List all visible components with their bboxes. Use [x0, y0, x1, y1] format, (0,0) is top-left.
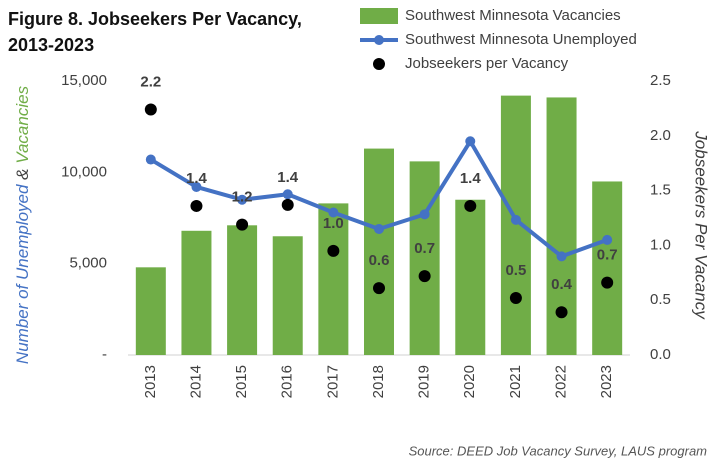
- y-tick-label: -: [102, 346, 107, 363]
- y-axis-title-part: Vacancies: [13, 85, 32, 163]
- data-label: 1.4: [186, 170, 208, 187]
- line-marker: [374, 223, 384, 234]
- y2-tick-label: 2.0: [650, 127, 671, 144]
- line-marker: [328, 207, 339, 218]
- bar: [364, 148, 394, 355]
- bar: [592, 181, 623, 355]
- line-marker: [282, 189, 293, 200]
- bar: [181, 230, 212, 355]
- point: [555, 306, 568, 319]
- data-label: 1.2: [232, 189, 253, 206]
- x-tick-label: 2013: [142, 365, 159, 398]
- line-marker: [419, 209, 430, 220]
- y2-tick-label: 0.0: [650, 346, 671, 363]
- legend-swatch: [373, 58, 385, 70]
- y-axis-title-part: &: [13, 168, 32, 179]
- y2-tick-label: 2.5: [650, 72, 671, 89]
- y2-tick-label: 0.5: [650, 291, 671, 308]
- data-label: 0.5: [505, 262, 526, 279]
- bar: [455, 199, 486, 355]
- point: [144, 103, 157, 116]
- line-marker: [191, 181, 202, 192]
- point: [190, 199, 203, 212]
- line-marker: [510, 214, 521, 225]
- legend-label: Southwest Minnesota Vacancies: [405, 7, 621, 24]
- bar: [227, 225, 258, 355]
- x-tick-label: 2017: [324, 365, 341, 398]
- point: [601, 276, 614, 289]
- chart-title: 2013-2023: [8, 35, 94, 55]
- data-label: 1.4: [277, 169, 299, 186]
- y-axis-title: Number of Unemployed & Vacancies: [13, 85, 32, 364]
- bar: [500, 95, 531, 355]
- data-label: 1.4: [460, 170, 482, 187]
- line-marker: [465, 136, 476, 147]
- x-tick-label: 2023: [598, 365, 615, 398]
- y2-axis-title: Jobseekers Per Vacancy: [692, 130, 711, 320]
- y-tick-label: 15,000: [61, 72, 107, 89]
- line-marker: [556, 251, 567, 262]
- bar: [318, 203, 349, 355]
- y-axis-title-part: Number of Unemployed: [13, 184, 32, 364]
- point: [327, 244, 340, 257]
- bar: [409, 161, 440, 355]
- source: Source: DEED Job Vacancy Survey, LAUS pr…: [409, 443, 708, 458]
- x-tick-label: 2021: [507, 365, 524, 398]
- data-label: 0.7: [597, 247, 618, 264]
- x-tick-label: 2015: [233, 365, 250, 398]
- point: [509, 292, 522, 305]
- data-label: 2.2: [140, 73, 161, 90]
- x-tick-label: 2020: [461, 365, 478, 398]
- chart-title: Figure 8. Jobseekers Per Vacancy,: [8, 9, 302, 29]
- legend-label: Southwest Minnesota Unemployed: [405, 31, 637, 48]
- bar: [135, 267, 166, 355]
- bar: [272, 236, 303, 355]
- data-label: 0.7: [414, 240, 435, 257]
- point: [373, 282, 385, 295]
- line-marker: [602, 234, 613, 245]
- point: [281, 198, 294, 211]
- legend-swatch: [374, 35, 384, 45]
- point: [418, 270, 431, 283]
- x-tick-label: 2014: [187, 365, 204, 398]
- y-tick-label: 10,000: [61, 163, 107, 180]
- legend-label: Jobseekers per Vacancy: [405, 55, 569, 72]
- x-tick-label: 2019: [416, 365, 433, 398]
- data-label: 0.6: [369, 252, 390, 269]
- x-tick-label: 2022: [553, 365, 570, 398]
- legend-swatch: [360, 8, 398, 24]
- line-marker: [145, 154, 156, 165]
- x-tick-label: 2018: [370, 365, 387, 398]
- y-tick-label: 5,000: [69, 255, 107, 272]
- point: [464, 199, 477, 212]
- x-tick-label: 2016: [279, 365, 296, 398]
- data-label: 0.4: [551, 276, 573, 293]
- y2-tick-label: 1.0: [650, 236, 671, 253]
- point: [236, 218, 249, 231]
- line-marker: [237, 194, 248, 205]
- data-label: 1.0: [323, 215, 344, 232]
- y2-tick-label: 1.5: [650, 182, 671, 199]
